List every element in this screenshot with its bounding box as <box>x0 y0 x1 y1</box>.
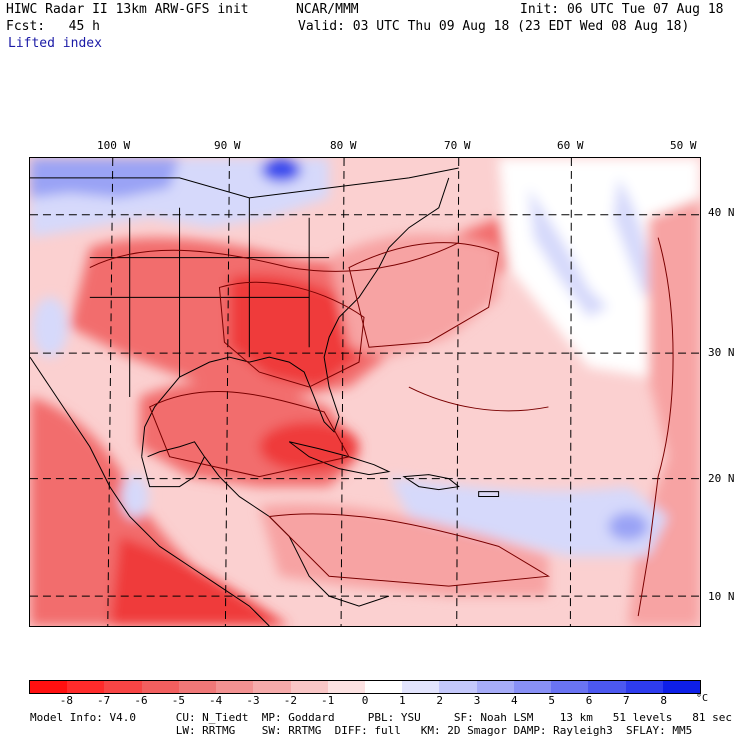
lat-label-30n: 30 N <box>708 346 735 359</box>
lat-label-10n: 10 N <box>708 590 735 603</box>
colorbar-segment <box>662 681 700 693</box>
grid-lon-60w <box>569 158 572 626</box>
colorbar-segment <box>327 681 365 693</box>
contour-atlantic <box>348 242 500 348</box>
colorbar-segment <box>551 681 589 693</box>
red-region-central-america <box>109 536 290 626</box>
contour-southeast <box>218 281 365 388</box>
lat-label-40n: 40 N <box>708 206 735 219</box>
red-region-caribbean <box>259 503 549 597</box>
colorbar-tick-label: 5 <box>548 694 555 707</box>
valid-time: Valid: 03 UTC Thu 09 Aug 18 (23 EDT Wed … <box>298 19 690 34</box>
us-east-coast <box>141 177 450 457</box>
colorbar-segment <box>216 681 254 693</box>
contour-subtropical <box>408 386 549 412</box>
blue-patch-west-mexico <box>120 474 149 519</box>
us-state-borders <box>89 197 330 397</box>
colorbar-segment <box>253 681 291 693</box>
blue-spot-east-atlantic <box>608 512 649 541</box>
colorbar-segment <box>141 681 179 693</box>
colorbar <box>29 680 701 694</box>
blue-streak-atlantic-1 <box>528 187 609 318</box>
colorbar-segment <box>30 681 68 693</box>
blue-streak-atlantic-2 <box>613 177 654 298</box>
colorbar-segment <box>178 681 217 693</box>
lat-label-20n: 20 N <box>708 472 735 485</box>
colorbar-segment <box>625 681 663 693</box>
colorbar-tick-label: -7 <box>97 694 111 707</box>
blue-region-subtropical-atlantic <box>388 476 669 557</box>
coastlines <box>30 167 500 626</box>
colorbar-tick-label: -6 <box>134 694 148 707</box>
colorbar-tick-label: 1 <box>399 694 406 707</box>
colorbar-segment <box>290 681 328 693</box>
colorbar-tick-label: -5 <box>171 694 185 707</box>
lon-label-50w: 50 W <box>670 139 697 152</box>
lon-label-80w: 80 W <box>330 139 357 152</box>
colorbar-segment <box>364 681 403 693</box>
blue-patch-baja <box>31 297 68 358</box>
central-america-caribbean-coast <box>204 456 390 607</box>
colorbar-tick-label: 7 <box>623 694 630 707</box>
colorbar-tick-label: -3 <box>246 694 260 707</box>
cuba <box>288 441 391 476</box>
colorbar-segment <box>476 681 514 693</box>
colorbar-tick-label: 4 <box>511 694 518 707</box>
colorbar-segment <box>439 681 477 693</box>
field-name: Lifted index <box>8 36 102 51</box>
hispaniola <box>402 474 460 491</box>
lon-label-70w: 70 W <box>444 139 471 152</box>
colorbar-tick-label: -2 <box>283 694 297 707</box>
canada-border <box>30 167 459 199</box>
lon-label-90w: 90 W <box>214 139 241 152</box>
blue-spot-great-lakes <box>261 158 302 182</box>
contour-central-us <box>89 242 459 272</box>
lifted-index-map <box>29 157 701 627</box>
colorbar-unit: °C <box>696 693 709 704</box>
pacific-coast <box>30 356 270 626</box>
model-info-line2: LW: RRTMG SW: RRTMG DIFF: full KM: 2D Sm… <box>30 724 693 737</box>
contour-gulf <box>149 390 350 478</box>
grid-lon-100w <box>107 158 114 626</box>
contour-caribbean <box>268 513 550 587</box>
forecast-hour: Fcst: 45 h <box>6 19 100 34</box>
colorbar-tick-label: -8 <box>59 694 73 707</box>
colorbar-segment <box>104 681 142 693</box>
init-time: Init: 06 UTC Tue 07 Aug 18 <box>520 2 724 17</box>
lon-label-100w: 100 W <box>97 139 131 152</box>
lon-label-60w: 60 W <box>557 139 584 152</box>
colorbar-segment <box>67 681 105 693</box>
colorbar-tick-label: 2 <box>436 694 443 707</box>
grid-lon-80w <box>340 158 345 626</box>
colorbar-segment <box>513 681 552 693</box>
colorbar-tick-label: -4 <box>209 694 223 707</box>
contour-east-atlantic <box>637 237 674 617</box>
model-title: HIWC Radar II 13km ARW-GFS init <box>6 2 249 17</box>
grid-lon-70w <box>456 158 460 626</box>
colorbar-tick-label: 6 <box>585 694 593 707</box>
colorbar-tick-label: 8 <box>660 694 667 707</box>
organization-label: NCAR/MMM <box>296 2 359 17</box>
puerto-rico <box>478 491 500 498</box>
colorbar-tick-label: 3 <box>473 694 481 707</box>
colorbar-segment <box>402 681 440 693</box>
colorbar-tick-label: 0 <box>361 694 369 707</box>
colorbar-segment <box>588 681 626 693</box>
colorbar-tick-label: -1 <box>321 694 335 707</box>
model-info-line1: Model Info: V4.0 CU: N_Tiedt MP: Goddard… <box>30 711 732 724</box>
contour-lines <box>89 237 674 617</box>
